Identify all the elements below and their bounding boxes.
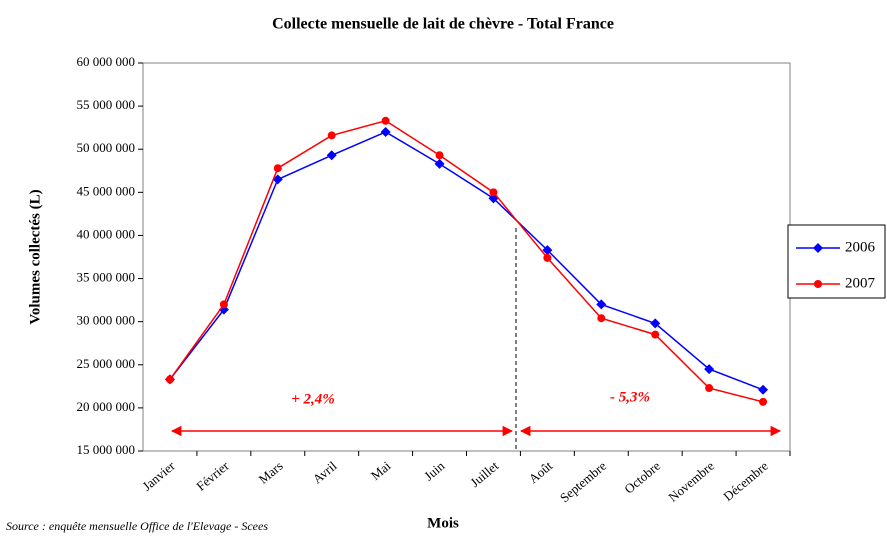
point — [651, 330, 660, 339]
x-tick-label: Mars — [256, 458, 286, 487]
y-tick-label: 45 000 000 — [77, 183, 136, 198]
point — [489, 188, 498, 197]
point — [759, 397, 768, 406]
source: Source : enquête mensuelle Office de l'E… — [6, 519, 268, 533]
x-tick-label: Juin — [421, 458, 448, 484]
point — [597, 314, 606, 323]
legend-marker — [814, 280, 822, 288]
point — [705, 384, 714, 393]
series-line — [169, 119, 764, 403]
legend-label: 2007 — [845, 275, 876, 291]
point — [434, 158, 445, 169]
point — [543, 253, 552, 262]
y-tick-label: 30 000 000 — [77, 313, 136, 328]
x-tick-label: Octobre — [621, 458, 663, 497]
point — [704, 364, 715, 375]
point — [327, 131, 336, 140]
x-tick-label: Avril — [310, 458, 340, 487]
point — [596, 299, 607, 310]
legend — [787, 224, 886, 299]
x-tick-label: Février — [193, 458, 232, 494]
y-axis-label: Volumes collectés (L) — [27, 189, 43, 324]
y-tick-label: 50 000 000 — [77, 140, 136, 155]
x-axis-label: Mois — [427, 515, 459, 531]
point — [650, 318, 661, 329]
y-tick-label: 25 000 000 — [77, 356, 136, 371]
x-tick-label: Novembre — [665, 458, 717, 505]
x-tick-label: Août — [526, 458, 556, 486]
y-tick-label: 35 000 000 — [77, 270, 136, 285]
y-tick-label: 15 000 000 — [77, 442, 136, 457]
point — [272, 174, 283, 185]
plot-area — [142, 62, 791, 452]
point — [219, 300, 228, 309]
y-tick-label: 60 000 000 — [77, 54, 136, 69]
x-tick-label: Décembre — [720, 458, 771, 504]
chart-title: Collecte mensuelle de lait de chèvre - T… — [272, 16, 614, 33]
legend-label: 2006 — [845, 239, 876, 255]
y-tick-label: 40 000 000 — [77, 226, 136, 241]
y-tick-label: 20 000 000 — [77, 399, 136, 414]
annotation: - 5,3% — [610, 389, 650, 405]
series-line — [169, 131, 764, 391]
point — [435, 151, 444, 160]
x-tick-label: Septembre — [557, 458, 609, 505]
point — [326, 150, 337, 161]
x-tick-label: Mai — [368, 458, 394, 483]
point — [758, 384, 769, 395]
annotation: + 2,4% — [291, 391, 335, 407]
x-tick-label: Janvier — [139, 458, 178, 494]
point — [380, 126, 391, 137]
y-tick-label: 55 000 000 — [77, 97, 136, 112]
point — [165, 375, 174, 384]
x-tick-label: Juillet — [467, 458, 501, 490]
legend-marker — [813, 243, 823, 253]
point — [381, 116, 390, 125]
point — [273, 164, 282, 173]
point — [542, 245, 553, 256]
